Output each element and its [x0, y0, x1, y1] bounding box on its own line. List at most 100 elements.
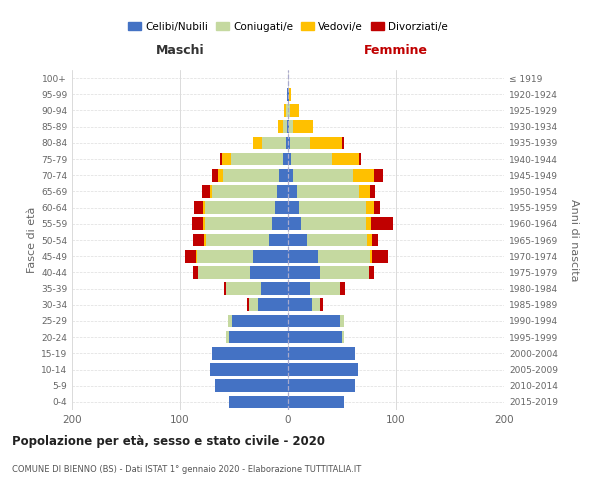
Bar — [320, 298, 323, 311]
Bar — [277, 185, 288, 198]
Bar — [247, 298, 249, 311]
Bar — [286, 104, 288, 117]
Bar — [205, 218, 272, 230]
Bar — [288, 250, 318, 262]
Bar — [199, 266, 250, 278]
Bar — [369, 266, 374, 278]
Bar — [312, 298, 320, 311]
Bar — [196, 250, 197, 262]
Bar — [193, 266, 199, 278]
Bar — [370, 250, 372, 262]
Bar — [359, 185, 370, 198]
Bar — [288, 202, 299, 214]
Bar — [288, 347, 355, 360]
Y-axis label: Anni di nascita: Anni di nascita — [569, 198, 579, 281]
Bar — [258, 298, 288, 311]
Bar — [288, 282, 310, 295]
Bar — [289, 88, 291, 101]
Bar — [288, 380, 355, 392]
Bar — [310, 282, 340, 295]
Bar — [222, 152, 231, 166]
Bar — [291, 152, 332, 166]
Bar — [215, 380, 288, 392]
Bar — [288, 298, 312, 311]
Bar — [288, 331, 342, 344]
Text: Popolazione per età, sesso e stato civile - 2020: Popolazione per età, sesso e stato civil… — [12, 435, 325, 448]
Bar — [229, 396, 288, 408]
Bar — [275, 202, 288, 214]
Bar — [204, 234, 206, 246]
Bar — [272, 218, 288, 230]
Bar — [249, 298, 258, 311]
Bar — [253, 250, 288, 262]
Bar — [289, 120, 293, 133]
Bar — [232, 314, 288, 328]
Bar — [288, 314, 340, 328]
Bar — [280, 169, 288, 181]
Bar — [320, 266, 369, 278]
Bar — [372, 250, 388, 262]
Bar — [370, 185, 376, 198]
Bar — [310, 136, 342, 149]
Bar — [342, 136, 344, 149]
Y-axis label: Fasce di età: Fasce di età — [27, 207, 37, 273]
Bar — [231, 152, 283, 166]
Bar — [283, 152, 288, 166]
Bar — [212, 347, 288, 360]
Bar — [353, 169, 374, 181]
Text: COMUNE DI BIENNO (BS) - Dati ISTAT 1° gennaio 2020 - Elaborazione TUTTITALIA.IT: COMUNE DI BIENNO (BS) - Dati ISTAT 1° ge… — [12, 465, 361, 474]
Bar — [288, 120, 289, 133]
Bar — [226, 331, 229, 344]
Bar — [227, 314, 232, 328]
Bar — [226, 282, 261, 295]
Bar — [366, 218, 371, 230]
Bar — [286, 136, 288, 149]
Bar — [205, 202, 275, 214]
Bar — [293, 169, 353, 181]
Bar — [192, 218, 203, 230]
Bar — [332, 152, 359, 166]
Text: Maschi: Maschi — [155, 44, 205, 57]
Bar — [269, 234, 288, 246]
Bar — [288, 136, 290, 149]
Bar — [210, 363, 288, 376]
Bar — [367, 234, 372, 246]
Bar — [284, 104, 286, 117]
Bar — [229, 331, 288, 344]
Bar — [318, 250, 370, 262]
Bar — [288, 185, 296, 198]
Bar — [293, 120, 313, 133]
Bar — [185, 250, 196, 262]
Bar — [261, 282, 288, 295]
Bar — [262, 136, 286, 149]
Bar — [253, 136, 262, 149]
Bar — [290, 104, 299, 117]
Bar — [206, 234, 269, 246]
Bar — [250, 266, 288, 278]
Bar — [288, 363, 358, 376]
Bar — [193, 234, 204, 246]
Bar — [288, 152, 291, 166]
Bar — [288, 234, 307, 246]
Bar — [210, 185, 212, 198]
Bar — [288, 88, 289, 101]
Bar — [290, 136, 310, 149]
Bar — [220, 152, 222, 166]
Bar — [296, 185, 359, 198]
Bar — [218, 169, 223, 181]
Bar — [301, 218, 366, 230]
Bar — [224, 282, 226, 295]
Bar — [197, 250, 253, 262]
Bar — [287, 120, 288, 133]
Bar — [203, 202, 205, 214]
Bar — [374, 202, 380, 214]
Bar — [299, 202, 366, 214]
Bar — [359, 152, 361, 166]
Bar — [372, 234, 377, 246]
Bar — [194, 202, 203, 214]
Bar — [283, 120, 287, 133]
Bar — [288, 169, 293, 181]
Bar — [342, 331, 344, 344]
Bar — [212, 185, 277, 198]
Bar — [374, 169, 383, 181]
